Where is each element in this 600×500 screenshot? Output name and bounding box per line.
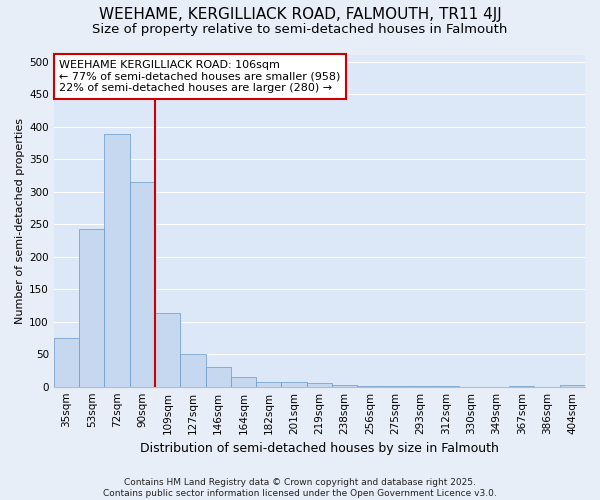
Bar — [155, 313, 180, 386]
Text: WEEHAME KERGILLIACK ROAD: 106sqm
← 77% of semi-detached houses are smaller (958): WEEHAME KERGILLIACK ROAD: 106sqm ← 77% o… — [59, 60, 340, 93]
Text: WEEHAME, KERGILLIACK ROAD, FALMOUTH, TR11 4JJ: WEEHAME, KERGILLIACK ROAD, FALMOUTH, TR1… — [98, 8, 502, 22]
Bar — [560, 384, 585, 386]
Bar — [180, 354, 206, 386]
Bar — [104, 134, 130, 386]
Bar — [231, 377, 256, 386]
X-axis label: Distribution of semi-detached houses by size in Falmouth: Distribution of semi-detached houses by … — [140, 442, 499, 455]
Bar — [206, 367, 231, 386]
Text: Size of property relative to semi-detached houses in Falmouth: Size of property relative to semi-detach… — [92, 22, 508, 36]
Bar — [130, 182, 155, 386]
Bar — [256, 382, 281, 386]
Text: Contains HM Land Registry data © Crown copyright and database right 2025.
Contai: Contains HM Land Registry data © Crown c… — [103, 478, 497, 498]
Y-axis label: Number of semi-detached properties: Number of semi-detached properties — [15, 118, 25, 324]
Bar — [332, 384, 358, 386]
Bar — [54, 338, 79, 386]
Bar — [79, 228, 104, 386]
Bar — [307, 383, 332, 386]
Bar — [281, 382, 307, 386]
